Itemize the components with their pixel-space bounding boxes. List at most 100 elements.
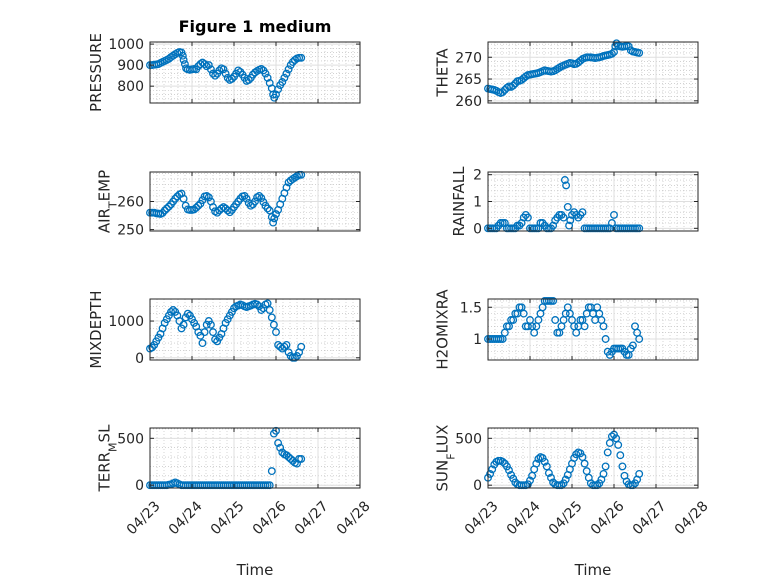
x-axis-label: Time (574, 561, 612, 579)
data-point (280, 342, 289, 351)
axes-box (149, 298, 361, 361)
data-point (540, 457, 549, 466)
data-point (192, 203, 201, 212)
data-point (211, 335, 220, 344)
data-point (179, 194, 188, 203)
data-point (164, 202, 173, 211)
data-point (204, 61, 213, 70)
y-tick-label: 500 (455, 431, 482, 447)
data-point (297, 53, 306, 62)
data-point (171, 194, 180, 203)
data-point (635, 335, 644, 343)
data-point (560, 176, 569, 184)
data-point (566, 216, 575, 225)
data-point (607, 49, 616, 58)
data-point (179, 55, 188, 64)
data-point (551, 316, 560, 324)
data-point (198, 339, 207, 348)
data-point (265, 306, 274, 314)
data-point (549, 296, 558, 305)
data-point (272, 210, 280, 219)
y-tick-label: 250 (117, 223, 144, 239)
y-axis-label: MIXDEPTH (87, 290, 105, 368)
x-tick-label: 04/23 (124, 498, 164, 538)
data-point (261, 69, 270, 78)
x-tick-label: 04/24 (504, 498, 544, 538)
y-tick-label: 260 (455, 94, 482, 110)
y-tick-label: 1 (473, 332, 482, 348)
data-point (251, 197, 259, 206)
y-tick-label: 900 (117, 58, 144, 74)
data-point (563, 202, 572, 211)
subplot-h2omixra: 1 1.5 H2OMIXRA (433, 289, 699, 370)
data-point (293, 459, 301, 468)
data-point (211, 71, 220, 80)
x-tick-label: 04/26 (588, 498, 628, 538)
data-point (225, 208, 234, 217)
data-point (562, 181, 571, 190)
x-tick-label: 04/23 (462, 498, 502, 538)
y-axis-label: AIRTEMP (95, 170, 119, 233)
x-tick-label: 04/27 (630, 498, 670, 538)
data-point (498, 88, 507, 97)
data-point (599, 469, 608, 478)
data-point (509, 474, 518, 483)
y-tick-label: 800 (117, 79, 144, 95)
y-tick-label: 260 (117, 195, 144, 211)
data-point (257, 306, 266, 314)
y-tick-label: 0 (135, 478, 144, 494)
data-point (635, 48, 644, 57)
data-point (282, 183, 291, 192)
data-point (219, 65, 228, 74)
data-point (624, 42, 633, 51)
data-point (561, 475, 570, 484)
data-point (580, 459, 589, 468)
data-point (486, 469, 495, 478)
data-point (523, 213, 532, 222)
data-point (194, 201, 203, 210)
data-point (183, 309, 192, 318)
data-point (628, 481, 637, 490)
data-point (580, 322, 589, 331)
data-point (253, 300, 262, 309)
data-point (227, 74, 236, 83)
data-point (505, 466, 513, 475)
data-point (297, 454, 306, 463)
data-point (502, 462, 511, 471)
data-point (599, 322, 608, 331)
x-tick-label: 04/26 (250, 498, 290, 538)
y-tick-label: 500 (117, 431, 144, 447)
data-point (610, 48, 618, 56)
data-point (209, 69, 217, 78)
data-point (618, 462, 627, 471)
x-tick-label: 04/24 (166, 498, 206, 538)
y-tick-label: 265 (455, 72, 482, 88)
data-point (614, 440, 623, 449)
data-point (267, 313, 276, 322)
data-point (177, 189, 186, 198)
data-point (223, 206, 232, 215)
data-point (616, 451, 625, 460)
y-tick-label: 270 (455, 50, 482, 66)
data-point (578, 208, 587, 217)
data-point (635, 224, 644, 233)
data-point (257, 64, 266, 73)
data-point (257, 194, 266, 203)
y-axis-label: THETA (433, 48, 451, 98)
data-point (601, 462, 610, 471)
y-tick-label: 2 (473, 168, 482, 184)
data-point (204, 193, 213, 202)
data-point (274, 85, 283, 94)
data-point (538, 454, 547, 462)
data-point (547, 473, 555, 482)
data-point (282, 340, 291, 349)
y-axis-label: SUNFLUX (433, 425, 457, 492)
data-point (498, 457, 507, 466)
data-point (572, 450, 581, 459)
data-point (169, 306, 178, 314)
data-point (213, 208, 222, 217)
data-point (206, 65, 215, 74)
x-axis-label: Time (236, 561, 274, 579)
